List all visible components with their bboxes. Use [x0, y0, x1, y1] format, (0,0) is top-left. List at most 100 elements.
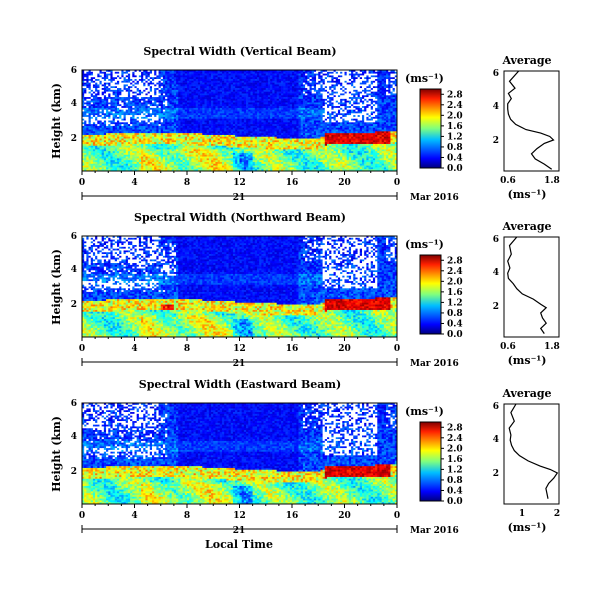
heatmap-cell — [108, 75, 111, 78]
heatmap-cell — [123, 98, 127, 101]
heatmap-cell — [103, 115, 107, 118]
heatmap-cell — [125, 75, 129, 78]
heatmap-cell — [154, 147, 157, 150]
heatmap-cell — [138, 167, 142, 170]
heatmap-cell — [101, 154, 105, 157]
heatmap-cell — [176, 167, 179, 170]
heatmap-cell — [103, 80, 107, 83]
heatmap-cell — [265, 165, 269, 168]
heatmap-cell — [160, 161, 164, 165]
heatmap-cell — [88, 147, 92, 150]
heatmap-cell — [202, 120, 205, 123]
heatmap-cell — [110, 109, 113, 112]
heatmap-cell — [252, 75, 256, 78]
heatmap-cell — [213, 106, 216, 109]
heatmap-cell — [106, 104, 109, 107]
heatmap-cell — [257, 163, 260, 166]
heatmap-cell — [204, 145, 207, 148]
heatmap-cell — [154, 120, 157, 123]
heatmap-cell — [165, 143, 168, 147]
heatmap-cell — [224, 134, 227, 138]
heatmap-cell — [274, 145, 277, 148]
heatmap-cell — [112, 73, 116, 76]
heatmap-cell — [95, 115, 98, 118]
heatmap-cell — [239, 102, 242, 105]
heatmap-cell — [230, 106, 234, 109]
heatmap-cell — [257, 77, 260, 80]
heatmap-cell — [101, 133, 105, 136]
heatmap-cell — [127, 131, 131, 134]
heatmap-cell — [171, 111, 175, 114]
heatmap-cell — [219, 79, 223, 82]
heatmap-cell — [276, 71, 280, 74]
heatmap-cell — [246, 165, 249, 168]
heatmap-cell — [270, 142, 273, 145]
heatmap-cell — [141, 169, 144, 172]
heatmap-cell — [243, 102, 247, 105]
heatmap-cell — [208, 134, 212, 138]
heatmap-cell — [108, 111, 111, 114]
heatmap-cell — [154, 125, 157, 129]
heatmap-cell — [197, 111, 201, 114]
heatmap-cell — [86, 73, 89, 76]
heatmap-cell — [259, 169, 262, 172]
heatmap-cell — [191, 77, 194, 80]
heatmap-cell — [114, 149, 118, 152]
heatmap-cell — [134, 106, 137, 109]
heatmap-cell — [152, 142, 155, 145]
heatmap-cell — [204, 71, 207, 74]
heatmap-cell — [252, 140, 256, 143]
heatmap-cell — [145, 116, 148, 119]
heatmap-cell — [138, 106, 142, 109]
heatmap-cell — [158, 82, 162, 85]
heatmap-cell — [193, 131, 197, 134]
heatmap-cell — [167, 115, 170, 118]
heatmap-cell — [138, 152, 142, 156]
heatmap-cell — [156, 143, 159, 147]
heatmap-cell — [195, 75, 199, 78]
heatmap-cell — [138, 95, 142, 98]
heatmap-cell — [178, 88, 181, 91]
heatmap-cell — [147, 91, 151, 94]
heatmap-cell — [213, 161, 216, 165]
heatmap-cell — [259, 163, 262, 166]
heatmap-cell — [88, 95, 92, 98]
heatmap-cell — [86, 115, 89, 118]
heatmap-cell — [215, 131, 218, 134]
heatmap-cell — [204, 73, 207, 76]
heatmap-cell — [160, 88, 164, 91]
heatmap-cell — [101, 109, 105, 112]
heatmap-cell — [274, 88, 277, 91]
heatmap-cell — [134, 140, 137, 143]
heatmap-cell — [108, 165, 111, 168]
heatmap-cell — [237, 142, 240, 145]
heatmap-cell — [95, 98, 98, 101]
heatmap-cell — [239, 124, 242, 127]
heatmap-cell — [114, 82, 118, 85]
heatmap-cell — [90, 134, 94, 138]
heatmap-cell — [265, 71, 269, 74]
heatmap-cell — [95, 158, 98, 161]
heatmap-cell — [167, 161, 170, 165]
heatmap-cell — [261, 161, 264, 165]
heatmap-cell — [259, 122, 262, 125]
heatmap-cell — [246, 133, 249, 136]
heatmap-cell — [103, 109, 107, 112]
heatmap-cell — [125, 165, 129, 168]
heatmap-cell — [176, 136, 179, 139]
heatmap-cell — [171, 133, 175, 136]
heatmap-cell — [180, 79, 183, 82]
heatmap-cell — [243, 160, 247, 163]
heatmap-cell — [222, 113, 225, 116]
heatmap-cell — [82, 95, 85, 98]
heatmap-cell — [108, 152, 111, 156]
heatmap-cell — [232, 127, 236, 130]
heatmap-cell — [270, 100, 273, 103]
heatmap-cell — [230, 73, 234, 76]
heatmap-cell — [206, 138, 210, 141]
heatmap-cell — [272, 145, 275, 148]
heatmap-cell — [206, 151, 210, 154]
heatmap-cell — [97, 82, 100, 85]
heatmap-cell — [230, 160, 234, 163]
heatmap-cell — [82, 106, 85, 109]
